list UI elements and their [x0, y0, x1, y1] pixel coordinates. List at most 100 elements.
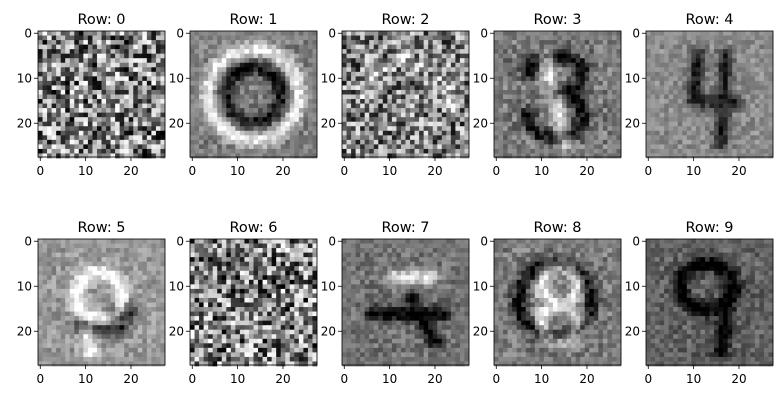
heatmap-cell: [47, 94, 52, 100]
heatmap-cell: [160, 108, 166, 113]
heatmap-cell: [194, 71, 200, 77]
heatmap-cell: [155, 80, 161, 86]
heatmap-cell: [226, 85, 232, 91]
heatmap-cell: [552, 40, 558, 45]
heatmap-cell: [611, 112, 617, 118]
heatmap-cell: [400, 99, 406, 104]
heatmap-cell: [226, 67, 232, 73]
heatmap-cell: [203, 76, 209, 82]
heatmap-cell: [190, 40, 195, 45]
heatmap-cell: [160, 148, 166, 154]
heatmap-cell: [650, 71, 656, 77]
heatmap-cell: [405, 112, 411, 118]
heatmap-cell: [602, 135, 608, 141]
heatmap-cell: [584, 126, 590, 132]
heatmap-cell: [602, 80, 608, 86]
heatmap-cell: [69, 135, 75, 141]
heatmap-cell: [262, 144, 268, 150]
heatmap-cell: [294, 153, 300, 159]
heatmap-cell: [459, 67, 465, 73]
heatmap-cell: [607, 139, 613, 145]
heatmap-cell: [695, 99, 701, 104]
heatmap-cell: [521, 80, 527, 86]
heatmap-cell: [47, 243, 52, 249]
heatmap-cell: [650, 44, 656, 50]
heatmap-cell: [38, 288, 43, 294]
heatmap-cell: [351, 62, 356, 68]
y-tick-label: 0: [328, 26, 336, 40]
heatmap-cell: [459, 144, 465, 150]
heatmap-cell: [56, 108, 62, 113]
heatmap-cell: [589, 135, 595, 141]
heatmap-cell: [74, 302, 80, 308]
heatmap-cell: [745, 31, 751, 36]
heatmap-cell: [373, 135, 379, 141]
heatmap-cell: [718, 71, 724, 77]
heatmap-cell: [194, 103, 200, 109]
heatmap-cell: [450, 130, 456, 136]
heatmap-cell: [369, 103, 375, 109]
heatmap-cell: [258, 44, 263, 50]
heatmap-cell: [78, 270, 84, 276]
heatmap-cell: [303, 239, 309, 244]
heatmap-cell: [60, 279, 66, 285]
heatmap-cell: [96, 40, 102, 45]
heatmap-cell: [221, 126, 227, 132]
heatmap-cell: [557, 35, 563, 41]
heatmap-cell: [419, 44, 424, 50]
heatmap-cell: [83, 53, 89, 59]
heatmap-cell: [611, 62, 617, 68]
heatmap-cell: [56, 266, 62, 272]
heatmap-cell: [419, 99, 424, 104]
heatmap-cell: [203, 108, 209, 113]
heatmap-cell: [410, 89, 415, 95]
heatmap-cell: [262, 261, 268, 267]
heatmap-cell: [580, 121, 586, 127]
heatmap-cell: [575, 80, 581, 86]
heatmap-cell: [289, 76, 295, 82]
heatmap-cell: [38, 44, 43, 50]
heatmap-cell: [589, 99, 595, 104]
heatmap-cell: [280, 148, 286, 154]
heatmap-cell: [691, 31, 697, 36]
heatmap-cell: [759, 130, 765, 136]
heatmap-cell: [294, 135, 300, 141]
heatmap-cell: [119, 121, 125, 127]
heatmap-cell: [351, 49, 356, 55]
heatmap-cell: [119, 80, 125, 86]
heatmap-cell: [695, 121, 701, 127]
heatmap-cell: [298, 35, 304, 41]
heatmap-cell: [727, 94, 733, 100]
heatmap-cell: [700, 62, 706, 68]
heatmap-cell: [101, 257, 107, 263]
heatmap-cell: [124, 284, 130, 290]
heatmap-cell: [239, 85, 245, 91]
heatmap-cell: [151, 35, 157, 41]
heatmap-cell: [38, 311, 43, 317]
heatmap-cell: [110, 261, 116, 267]
heatmap-cell: [38, 103, 43, 109]
heatmap-cell: [235, 80, 241, 86]
heatmap-cell: [419, 31, 424, 36]
y-tick-label: 10: [625, 71, 640, 85]
heatmap-cell: [351, 80, 356, 86]
heatmap-cell: [42, 284, 48, 290]
heatmap-cell: [38, 99, 43, 104]
heatmap-cell: [611, 126, 617, 132]
heatmap-cell: [503, 58, 508, 64]
heatmap-cell: [736, 99, 742, 104]
heatmap-cell: [47, 266, 52, 272]
heatmap-image: [38, 31, 166, 159]
heatmap-cell: [226, 121, 232, 127]
heatmap-cell: [691, 117, 697, 123]
heatmap-cell: [289, 31, 295, 36]
heatmap-cell: [78, 311, 84, 317]
heatmap-cell: [369, 144, 375, 150]
heatmap-cell: [543, 40, 549, 45]
heatmap-cell: [248, 248, 254, 253]
heatmap-cell: [87, 316, 93, 321]
heatmap-cell: [230, 99, 236, 104]
heatmap-cell: [262, 53, 268, 59]
heatmap-cell: [155, 126, 161, 132]
heatmap-cell: [494, 71, 499, 77]
